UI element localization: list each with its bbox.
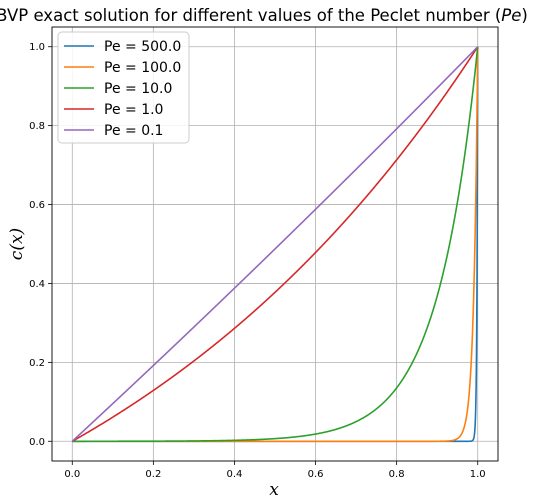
legend-label-1: Pe = 100.0 [104, 60, 181, 76]
series-lines [71, 46, 479, 443]
y-tick-label: 0.2 [29, 358, 45, 369]
y-tick-label: 0.6 [29, 200, 45, 211]
x-tick-label: 0.8 [389, 469, 405, 480]
chart-title-prefix: BVP exact solution for different values … [0, 6, 501, 25]
x-tick-label: 0.6 [308, 469, 324, 480]
legend-box [57, 31, 190, 144]
x-tick-label: 1.0 [470, 469, 486, 480]
y-tick-label: 0.4 [29, 279, 45, 290]
series-line-3 [71, 46, 479, 442]
chart-title: BVP exact solution for different values … [0, 6, 528, 25]
chart-title-italic: Pe [501, 6, 521, 25]
x-tick-label: 0.4 [227, 469, 243, 480]
y-tick-label: 1.0 [29, 42, 45, 53]
y-tick-label: 0.0 [29, 437, 45, 448]
legend-label-0: Pe = 500.0 [104, 39, 181, 55]
axis-ticks: 0.0 0.2 0.4 0.6 0.8 1.0 0.0 0.2 0.4 0.6 0.8 1.0 [29, 42, 486, 480]
series-line-2 [71, 46, 479, 443]
legend-label-3: Pe = 1.0 [104, 102, 163, 118]
y-axis-label: c(x) [7, 228, 27, 260]
series-line-4 [71, 46, 479, 442]
legend-label-2: Pe = 10.0 [104, 81, 172, 97]
y-tick-label: 0.8 [29, 121, 45, 132]
x-tick-label: 0.0 [64, 469, 80, 480]
plot-frame [51, 26, 499, 462]
x-axis-label: x [269, 480, 279, 500]
chart-title-suffix: ) [521, 6, 527, 25]
legend: Pe = 500.0 Pe = 100.0 Pe = 10.0 Pe = 1.0 Pe … [57, 31, 190, 144]
x-tick-label: 0.2 [145, 469, 161, 480]
legend-label-4: Pe = 0.1 [104, 123, 163, 139]
